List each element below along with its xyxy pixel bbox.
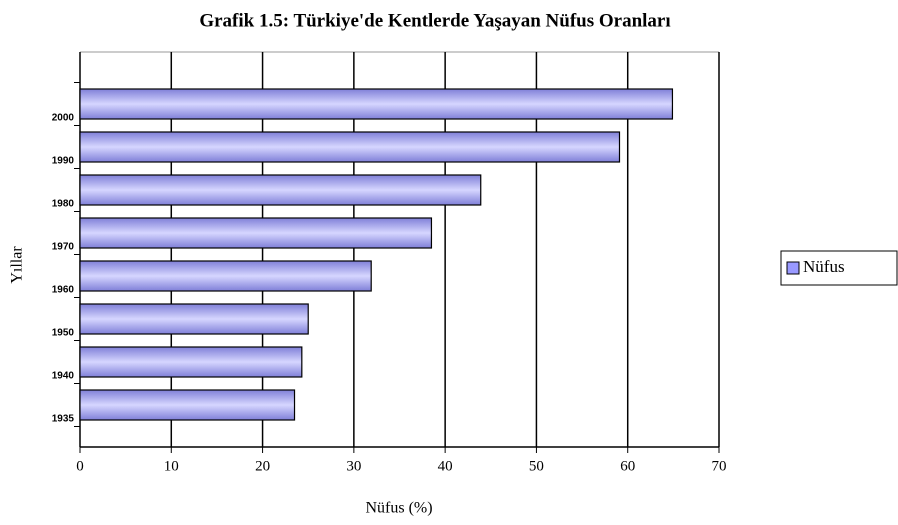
y-tick-label: 1940	[52, 371, 75, 382]
chart-title: Grafik 1.5: Türkiye'de Kentlerde Yaşayan…	[199, 10, 670, 31]
x-tick-label: 70	[712, 458, 727, 474]
bar	[79, 217, 433, 249]
x-tick-label: 10	[164, 458, 179, 474]
x-tick-label: 0	[76, 458, 84, 474]
y-tick-label: 1950	[52, 328, 75, 339]
y-axis-label: Yıllar	[9, 246, 26, 284]
x-tick-label: 40	[438, 458, 453, 474]
bar	[79, 303, 309, 335]
x-tick-label: 50	[529, 458, 544, 474]
bar	[79, 131, 621, 163]
bar	[79, 346, 303, 378]
legend-label: Nüfus	[803, 257, 845, 276]
y-tick-label: 2000	[52, 113, 75, 124]
bar	[79, 389, 296, 421]
y-tick-label: 1935	[52, 414, 75, 425]
y-tick-label: 1960	[52, 285, 75, 296]
legend-box	[780, 250, 898, 286]
y-tick-label: 1970	[52, 242, 75, 253]
x-tick-label: 60	[620, 458, 635, 474]
bar	[79, 260, 372, 292]
bar	[79, 88, 674, 120]
y-tick-label: 1990	[52, 156, 75, 167]
x-tick-label: 30	[346, 458, 361, 474]
legend-swatch	[786, 261, 800, 275]
bar	[79, 174, 482, 206]
x-tick-label: 20	[255, 458, 270, 474]
x-axis-label: Nüfus (%)	[365, 500, 432, 517]
y-tick-label: 1980	[52, 199, 75, 210]
